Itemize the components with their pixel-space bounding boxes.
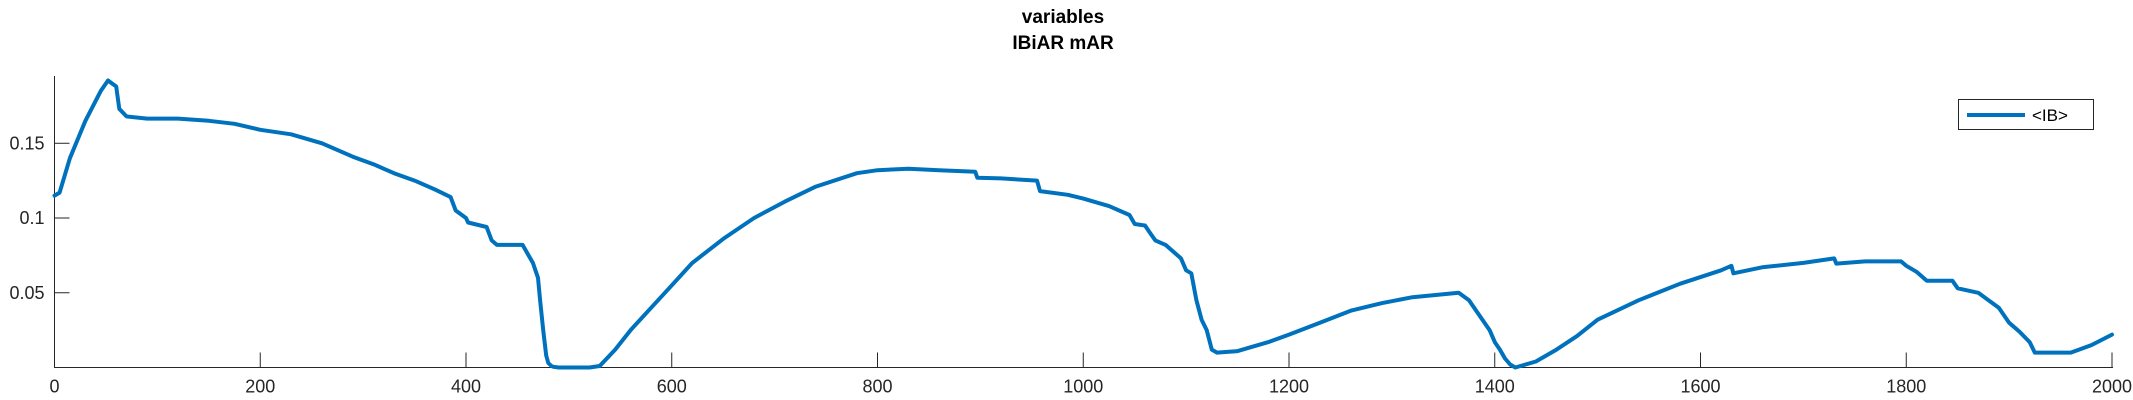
- x-tick-label: 1400: [1475, 377, 1515, 397]
- x-tick-label: 1600: [1680, 377, 1720, 397]
- x-tick-label: 800: [862, 377, 892, 397]
- y-tick-label: 0.1: [19, 208, 44, 228]
- y-tick-label: 0.05: [9, 283, 44, 303]
- x-tick-label: 400: [451, 377, 481, 397]
- legend-label-ib: <IB>: [2032, 106, 2068, 125]
- series-line-ib: [52, 78, 2114, 370]
- x-tick-label: 1200: [1269, 377, 1309, 397]
- legend[interactable]: <IB>: [1958, 99, 2094, 130]
- x-tick-label: 200: [245, 377, 275, 397]
- axes: [54, 76, 2113, 368]
- x-ticks: 0 200 400 600 800 1000 1200 1400 1600 1800 2000: [49, 352, 2132, 397]
- x-tick-label: 1800: [1886, 377, 1926, 397]
- y-ticks: 0.05 0.1 0.15: [9, 133, 70, 303]
- x-tick-label: 600: [657, 377, 687, 397]
- x-tick-label: 1000: [1063, 377, 1103, 397]
- chart-title-line-1: variables: [1022, 7, 1104, 28]
- x-tick-label: 0: [49, 377, 59, 397]
- chart-title: variables IBiAR mAR: [1012, 7, 1114, 54]
- y-tick-label: 0.15: [9, 133, 44, 153]
- x-tick-label: 2000: [2092, 377, 2132, 397]
- series-group: [52, 78, 2114, 370]
- chart-title-line-2: IBiAR mAR: [1012, 33, 1114, 54]
